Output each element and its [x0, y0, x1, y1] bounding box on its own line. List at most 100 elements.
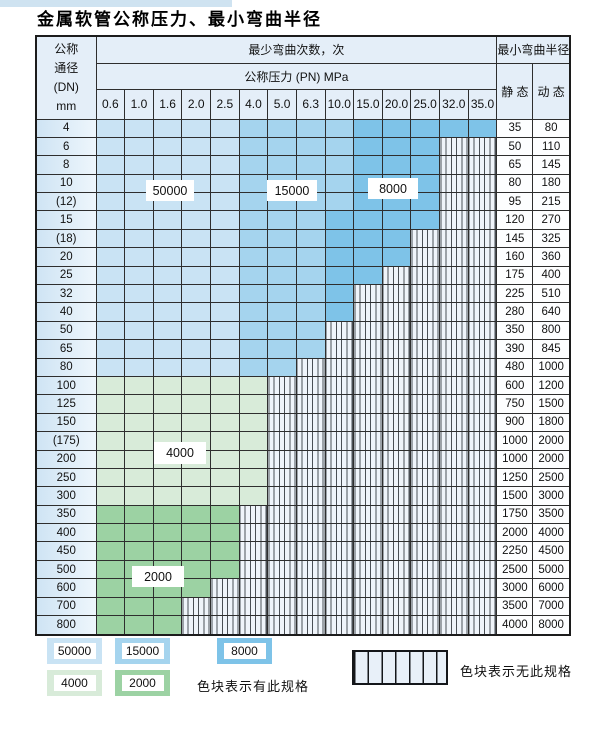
spec-cell [238, 486, 269, 506]
static-radius-cell: 2250 [496, 541, 534, 561]
spec-cell [238, 320, 269, 341]
spec-cell [210, 155, 240, 175]
no-spec-cell [439, 192, 469, 212]
zone-label-2000: 2000 [132, 566, 184, 587]
table-row: 32 225 510 [35, 284, 571, 304]
spec-cell [267, 357, 297, 377]
spec-cell [95, 265, 126, 286]
spec-cell [95, 302, 126, 322]
spec-cell [210, 431, 240, 451]
table-row: 200 1000 2000 [35, 449, 571, 469]
no-spec-cell [353, 375, 383, 396]
no-spec-cell [410, 228, 440, 249]
spec-cell [439, 118, 469, 138]
spec-cell [295, 247, 326, 267]
table-row: 6 50 110 [35, 136, 571, 157]
cycles-header: 最少弯曲次数，次 [95, 35, 498, 64]
spec-cell [124, 615, 154, 636]
radius-header: 最小弯曲半径 [496, 35, 571, 64]
dn-cell: 6 [35, 136, 97, 157]
no-spec-cell [439, 210, 469, 230]
no-spec-cell [381, 394, 412, 414]
spec-cell [267, 320, 297, 341]
no-spec-cell [439, 596, 469, 617]
no-spec-cell [410, 247, 440, 267]
no-spec-cell [467, 523, 498, 543]
spec-cell [181, 228, 211, 249]
dynamic-radius-cell: 640 [532, 302, 571, 322]
table-row: 8 65 145 [35, 155, 571, 175]
spec-cell [238, 265, 269, 286]
spec-cell [124, 339, 154, 359]
dynamic-radius-cell: 4000 [532, 523, 571, 543]
no-spec-cell [353, 339, 383, 359]
dynamic-radius-cell: 2500 [532, 467, 571, 488]
no-spec-cell [295, 523, 326, 543]
spec-cell [124, 523, 154, 543]
spec-cell [124, 247, 154, 267]
no-spec-cell [467, 412, 498, 433]
spec-cell [324, 192, 355, 212]
dn-cell: 400 [35, 523, 97, 543]
no-spec-cell [353, 302, 383, 322]
spec-cell [181, 541, 211, 561]
table-row: 65 390 845 [35, 339, 571, 359]
no-spec-cell [467, 394, 498, 414]
dn-cell: 4 [35, 118, 97, 138]
no-spec-cell [381, 486, 412, 506]
dn-cell: 50 [35, 320, 97, 341]
spec-cell [210, 265, 240, 286]
spec-cell [210, 136, 240, 157]
no-spec-cell [324, 339, 355, 359]
no-spec-cell [267, 523, 297, 543]
no-spec-cell [353, 504, 383, 525]
dn-cell: 350 [35, 504, 97, 525]
spec-cell [124, 541, 154, 561]
static-radius-cell: 2000 [496, 523, 534, 543]
spec-cell [95, 173, 126, 194]
no-spec-cell [410, 431, 440, 451]
dn-cell: 300 [35, 486, 97, 506]
spec-cell [210, 504, 240, 525]
no-spec-cell [439, 541, 469, 561]
spec-cell [353, 265, 383, 286]
spec-cell [95, 523, 126, 543]
spec-cell [267, 118, 297, 138]
dynamic-radius-cell: 8000 [532, 615, 571, 636]
spec-cell [152, 412, 183, 433]
dn-cell: 125 [35, 394, 97, 414]
spec-cell [95, 412, 126, 433]
no-spec-cell [324, 596, 355, 617]
spec-cell [210, 467, 240, 488]
no-spec-cell [381, 541, 412, 561]
spec-cell [238, 412, 269, 433]
dn-header-line: (DN) [53, 79, 79, 94]
no-spec-cell [410, 486, 440, 506]
spec-cell [238, 394, 269, 414]
spec-cell [410, 155, 440, 175]
dn-cell: 8 [35, 155, 97, 175]
spec-cell [124, 486, 154, 506]
static-radius-cell: 50 [496, 136, 534, 157]
no-spec-cell [381, 449, 412, 469]
dynamic-column-header: 动 态 [532, 62, 571, 120]
no-spec-cell [467, 192, 498, 212]
static-radius-cell: 4000 [496, 615, 534, 636]
spec-cell [353, 228, 383, 249]
static-radius-cell: 35 [496, 118, 534, 138]
no-spec-cell [410, 375, 440, 396]
spec-cell [238, 136, 269, 157]
spec-cell [238, 431, 269, 451]
no-spec-cell [439, 615, 469, 636]
no-spec-cell [439, 412, 469, 433]
spec-cell [124, 504, 154, 525]
no-spec-cell [439, 339, 469, 359]
spec-cell [95, 578, 126, 598]
dn-cell: 450 [35, 541, 97, 561]
no-spec-cell [267, 394, 297, 414]
spec-cell [238, 284, 269, 304]
table-row: 50 350 800 [35, 320, 571, 341]
no-spec-cell [410, 339, 440, 359]
table-body: 4 35 80 6 50 110 8 65 145 10 80 180 (12) 95 215 15 120 27… [35, 118, 571, 636]
no-spec-cell [267, 541, 297, 561]
